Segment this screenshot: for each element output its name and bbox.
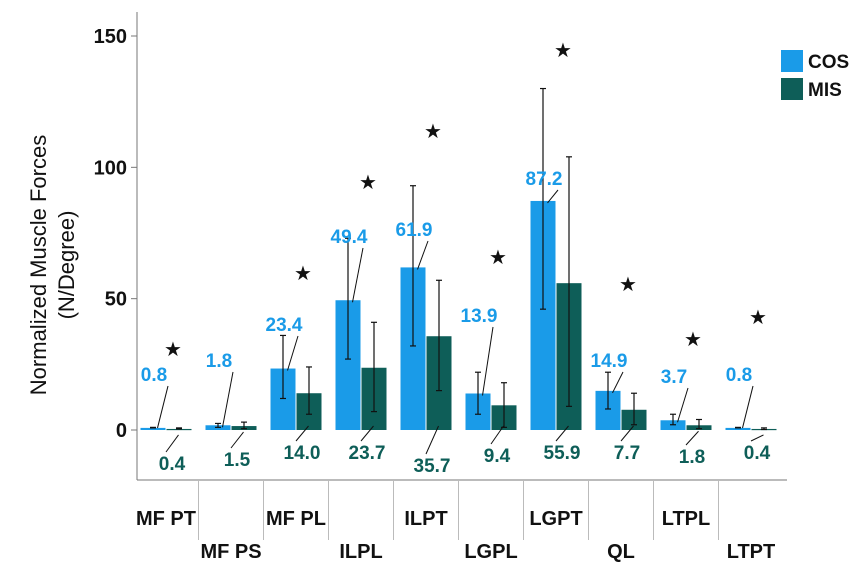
bars [140, 200, 777, 431]
category-label-lgpt: LGPT [529, 508, 582, 530]
value-label-cos-lgpt: 87.2 [526, 169, 563, 190]
error-bar-mis-mf-pt [176, 427, 182, 430]
leader-line-mis-lgpl [490, 425, 504, 445]
category-label-ilpl: ILPL [339, 541, 382, 563]
value-label-mis-lgpl: 9.4 [484, 446, 511, 467]
error-bar-mis-ql [631, 392, 637, 426]
leader-line-mis-ilpl [360, 425, 374, 442]
error-bar-mis-ltpt [761, 427, 767, 431]
leader-line-mis-mf-pt [165, 434, 179, 453]
error-bar-cos-lgpt [540, 87, 546, 310]
error-bar-cos-ql [605, 371, 611, 410]
leader-line-cos-mf-ps [222, 371, 234, 428]
error-bar-cos-ltpt [735, 426, 741, 429]
value-label-cos-ltpt: 0.8 [726, 365, 752, 386]
value-label-mis-ilpl: 23.7 [349, 443, 386, 464]
value-label-cos-mf-ps: 1.8 [206, 351, 232, 372]
leader-line-cos-lgpl [482, 326, 494, 396]
value-label-cos-ltpl: 3.7 [661, 367, 687, 388]
significance-markers: ★ ★ ★ ★ ★ ★ ★ ★ ★ [164, 38, 767, 361]
value-label-cos-lgpl: 13.9 [461, 306, 498, 327]
legend-label-mis: MIS [808, 80, 842, 101]
category-label-lgpl: LGPL [464, 541, 517, 563]
value-label-mis-ql: 7.7 [614, 443, 640, 464]
error-bar-mis-mf-pl [306, 366, 312, 415]
y-axis-title: Normalized Muscle Forces (N/Degree) [26, 135, 79, 395]
significance-star-lgpl: ★ [489, 245, 507, 269]
y-tick-label-100: 100 [94, 157, 127, 179]
value-label-cos-mf-pt: 0.8 [141, 365, 167, 386]
value-labels: 0.8 0.4 1.8 1.5 23.4 14.0 49.4 23.7 61.9 35.7 13.9… [141, 169, 771, 477]
value-label-mis-mf-pl: 14.0 [284, 443, 321, 464]
leader-line-mis-ltpl [685, 430, 699, 446]
value-label-mis-mf-ps: 1.5 [224, 450, 251, 471]
error-bar-mis-ilpl [371, 321, 377, 413]
value-label-mis-ilpt: 35.7 [414, 456, 451, 477]
error-bar-mis-mf-ps [241, 421, 247, 430]
significance-star-mf-pt: ★ [164, 337, 182, 361]
leader-line-mis-mf-pl [295, 425, 309, 442]
category-label-ltpl: LTPL [662, 508, 711, 530]
leader-line-cos-ilpl [352, 247, 364, 303]
bar-cos-ltpt [725, 427, 751, 430]
leader-line-mis-ql [620, 425, 634, 442]
error-bar-cos-ilpl [345, 237, 351, 360]
error-bar-cos-mf-ps [215, 422, 221, 428]
leader-line-mis-ilpt [425, 425, 439, 455]
y-tick-label-50: 50 [105, 289, 127, 311]
category-label-mf-pt: MF PT [136, 508, 196, 530]
y-tick-label-0: 0 [116, 420, 127, 442]
error-bar-cos-mf-pt [150, 426, 156, 429]
leader-line-cos-mf-pl [287, 335, 299, 371]
significance-star-ilpl: ★ [359, 170, 377, 194]
category-label-mf-pl: MF PL [266, 508, 326, 530]
leader-line-cos-ilpt [417, 240, 429, 270]
error-bar-mis-lgpt [566, 156, 572, 407]
legend-label-cos: COS [808, 52, 849, 73]
category-label-ltpt: LTPT [727, 541, 776, 563]
legend-swatch-mis [781, 78, 803, 100]
significance-star-ltpl: ★ [684, 327, 702, 351]
significance-star-ltpt: ★ [749, 305, 767, 329]
category-label-ql: QL [607, 541, 635, 563]
leader-line-cos-lgpt [547, 189, 559, 204]
category-label-mf-ps: MF PS [200, 541, 261, 563]
value-label-mis-ltpl: 1.8 [679, 447, 705, 468]
error-bar-mis-ilpt [436, 279, 442, 392]
leader-line-cos-ltpt [742, 385, 754, 429]
axes: 0 50 100 150 [94, 12, 787, 481]
y-tick-label-150: 150 [94, 26, 127, 48]
category-label-ilpt: ILPT [404, 508, 447, 530]
value-label-cos-ilpt: 61.9 [396, 220, 433, 241]
leader-line-cos-ql [612, 371, 624, 394]
error-bar-mis-ltpl [696, 418, 702, 430]
significance-star-mf-pl: ★ [294, 261, 312, 285]
leader-line-mis-ltpt [750, 434, 764, 442]
leader-line-cos-mf-pt [157, 385, 169, 429]
legend-swatch-cos [781, 50, 803, 72]
error-bar-cos-ilpt [410, 185, 416, 347]
leader-line-cos-ltpl [677, 387, 689, 423]
legend: COS MIS [781, 50, 849, 101]
leader-line-mis-mf-ps [230, 431, 244, 449]
error-bars [150, 87, 767, 431]
value-label-cos-ql: 14.9 [591, 351, 628, 372]
significance-star-lgpt: ★ [554, 38, 572, 62]
bar-cos-mf-pt [140, 427, 166, 430]
value-label-mis-mf-pt: 0.4 [159, 454, 186, 475]
error-bar-cos-ltpl [670, 413, 676, 426]
error-bar-cos-mf-pl [280, 334, 286, 400]
significance-star-ql: ★ [619, 272, 637, 296]
error-bar-cos-lgpl [475, 371, 481, 415]
leader-line-mis-lgpt [555, 425, 569, 442]
value-label-mis-ltpt: 0.4 [744, 443, 771, 464]
value-label-cos-ilpl: 49.4 [331, 227, 368, 248]
y-axis-title-line-2: (N/Degree) [54, 211, 79, 320]
value-label-mis-lgpt: 55.9 [544, 443, 581, 464]
significance-star-ilpt: ★ [424, 119, 442, 143]
value-label-cos-mf-pl: 23.4 [266, 315, 303, 336]
y-axis-title-line-1: Normalized Muscle Forces [26, 135, 51, 395]
